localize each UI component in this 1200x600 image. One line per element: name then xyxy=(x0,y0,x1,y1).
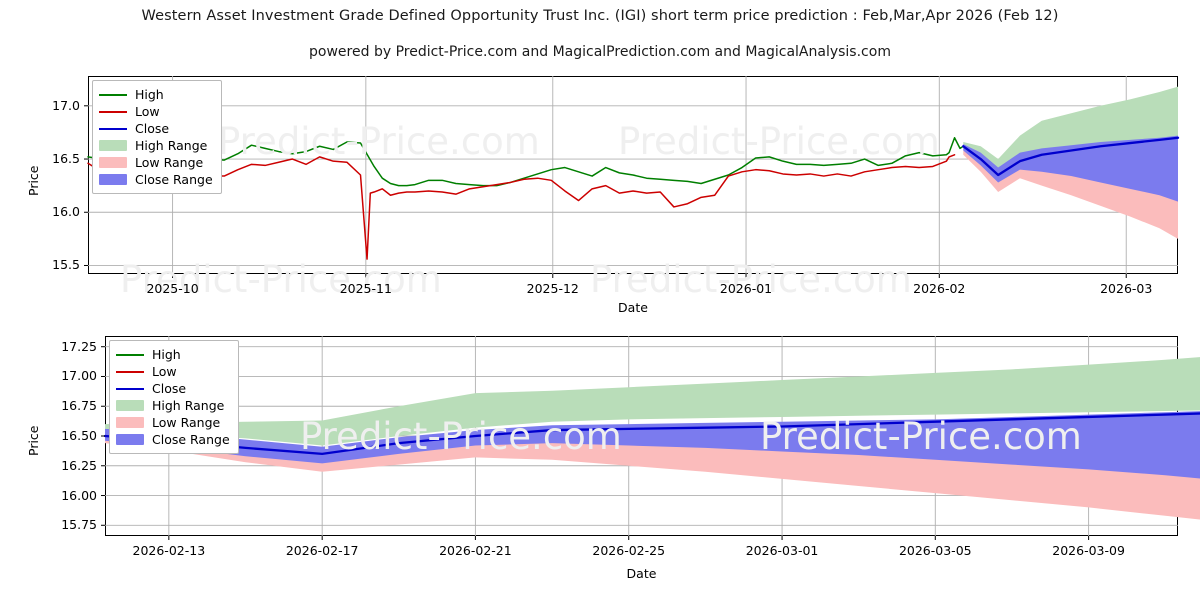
legend-box-swatch xyxy=(99,174,127,185)
legend-item-label: Close Range xyxy=(152,432,230,447)
x-tick-label: 2026-02-25 xyxy=(592,543,666,558)
legend-item-label: Low xyxy=(152,364,177,379)
x-tick-label: 2026-02-21 xyxy=(439,543,512,558)
legend-line-swatch xyxy=(116,370,144,373)
x-tick-label: 2026-02 xyxy=(913,281,966,296)
x-tick-label: 2026-02-17 xyxy=(285,543,359,558)
x-tick-label: 2025-12 xyxy=(526,281,579,296)
legend-item-close: Close xyxy=(116,380,230,397)
forecast-y-axis-label: Price xyxy=(26,425,41,457)
overview-plot-canvas xyxy=(84,76,1180,278)
y-tick-label: 16.00 xyxy=(61,487,97,503)
legend-box-swatch xyxy=(99,157,127,168)
forecast-chart-panel xyxy=(101,336,1200,540)
legend-item-high: High xyxy=(116,346,230,363)
y-tick-label: 15.75 xyxy=(61,517,97,533)
legend-item-close-range: Close Range xyxy=(116,431,230,448)
band-high-range xyxy=(105,357,1200,446)
legend-box-swatch xyxy=(116,434,144,445)
legend-item-label: Low Range xyxy=(135,155,204,170)
legend-item-label: Close xyxy=(152,381,187,396)
overview-x-axis-label: Date xyxy=(618,300,648,315)
legend-item-close-range: Close Range xyxy=(99,171,213,188)
x-tick-label: 2026-03-13 xyxy=(1182,543,1200,558)
y-tick-label: 15.5 xyxy=(52,257,80,273)
x-tick-label: 2026-03-09 xyxy=(1052,543,1125,558)
legend-line-swatch xyxy=(116,387,144,390)
overview-legend: High Low Close High Range Low Range Close Ran… xyxy=(92,80,222,194)
legend-box-swatch xyxy=(116,400,144,411)
series-low xyxy=(87,154,956,260)
y-tick-label: 17.00 xyxy=(61,368,97,384)
legend-item-label: High xyxy=(135,87,164,102)
legend-line-swatch xyxy=(99,93,127,96)
band-close-range xyxy=(105,411,1200,479)
page-subtitle: powered by Predict-Price.com and Magical… xyxy=(309,44,891,60)
legend-item-low-range: Low Range xyxy=(116,414,230,431)
legend-item-label: High Range xyxy=(135,138,208,153)
y-tick-label: 16.75 xyxy=(61,398,97,414)
legend-item-label: High xyxy=(152,347,181,362)
series-close xyxy=(962,136,1180,177)
y-tick-label: 16.5 xyxy=(52,151,80,167)
forecast-plot-canvas xyxy=(101,336,1200,540)
x-tick-label: 2026-01 xyxy=(719,281,773,296)
forecast-legend: High Low Close High Range Low Range Close Ran… xyxy=(109,340,239,454)
legend-line-swatch xyxy=(116,353,144,356)
legend-item-high-range: High Range xyxy=(116,397,230,414)
x-tick-label: 2026-03-01 xyxy=(745,543,819,558)
legend-item-label: High Range xyxy=(152,398,225,413)
legend-item-high: High xyxy=(99,86,213,103)
legend-box-swatch xyxy=(116,417,144,428)
x-tick-label: 2026-03-05 xyxy=(898,543,972,558)
forecast-x-axis-label: Date xyxy=(626,566,657,581)
y-tick-label: 16.25 xyxy=(61,457,97,473)
legend-box-swatch xyxy=(99,140,127,151)
legend-item-low: Low xyxy=(116,363,230,380)
x-tick-label: 2026-02-13 xyxy=(132,543,206,558)
legend-item-label: Low Range xyxy=(152,415,221,430)
legend-line-swatch xyxy=(99,110,127,113)
series-high xyxy=(87,136,965,187)
series-close xyxy=(103,412,1200,456)
legend-item-high-range: High Range xyxy=(99,137,213,154)
x-tick-label: 2025-10 xyxy=(146,281,199,296)
overview-chart-panel xyxy=(84,76,1180,278)
legend-item-low: Low xyxy=(99,103,213,120)
band-close-range xyxy=(963,135,1178,202)
y-tick-label: 17.0 xyxy=(52,97,80,113)
y-tick-label: 16.50 xyxy=(61,428,97,443)
legend-item-label: Low xyxy=(135,104,160,119)
legend-line-swatch xyxy=(99,127,127,130)
band-high-range xyxy=(963,86,1178,172)
legend-item-low-range: Low Range xyxy=(99,154,213,171)
y-tick-label: 16.0 xyxy=(52,204,80,220)
legend-item-label: Close xyxy=(135,121,170,136)
overview-y-axis-label: Price xyxy=(26,165,41,197)
legend-item-label: Close Range xyxy=(135,172,213,187)
x-tick-label: 2026-03 xyxy=(1100,281,1153,296)
x-tick-label: 2025-11 xyxy=(339,281,392,296)
page-title: Western Asset Investment Grade Defined O… xyxy=(141,8,1059,24)
legend-item-close: Close xyxy=(99,120,213,137)
y-tick-label: 17.25 xyxy=(61,338,97,354)
